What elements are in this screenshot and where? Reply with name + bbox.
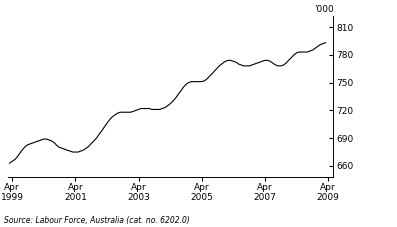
Text: '000: '000 [314,5,333,14]
Text: Source: Labour Force, Australia (cat. no. 6202.0): Source: Labour Force, Australia (cat. no… [4,216,190,225]
